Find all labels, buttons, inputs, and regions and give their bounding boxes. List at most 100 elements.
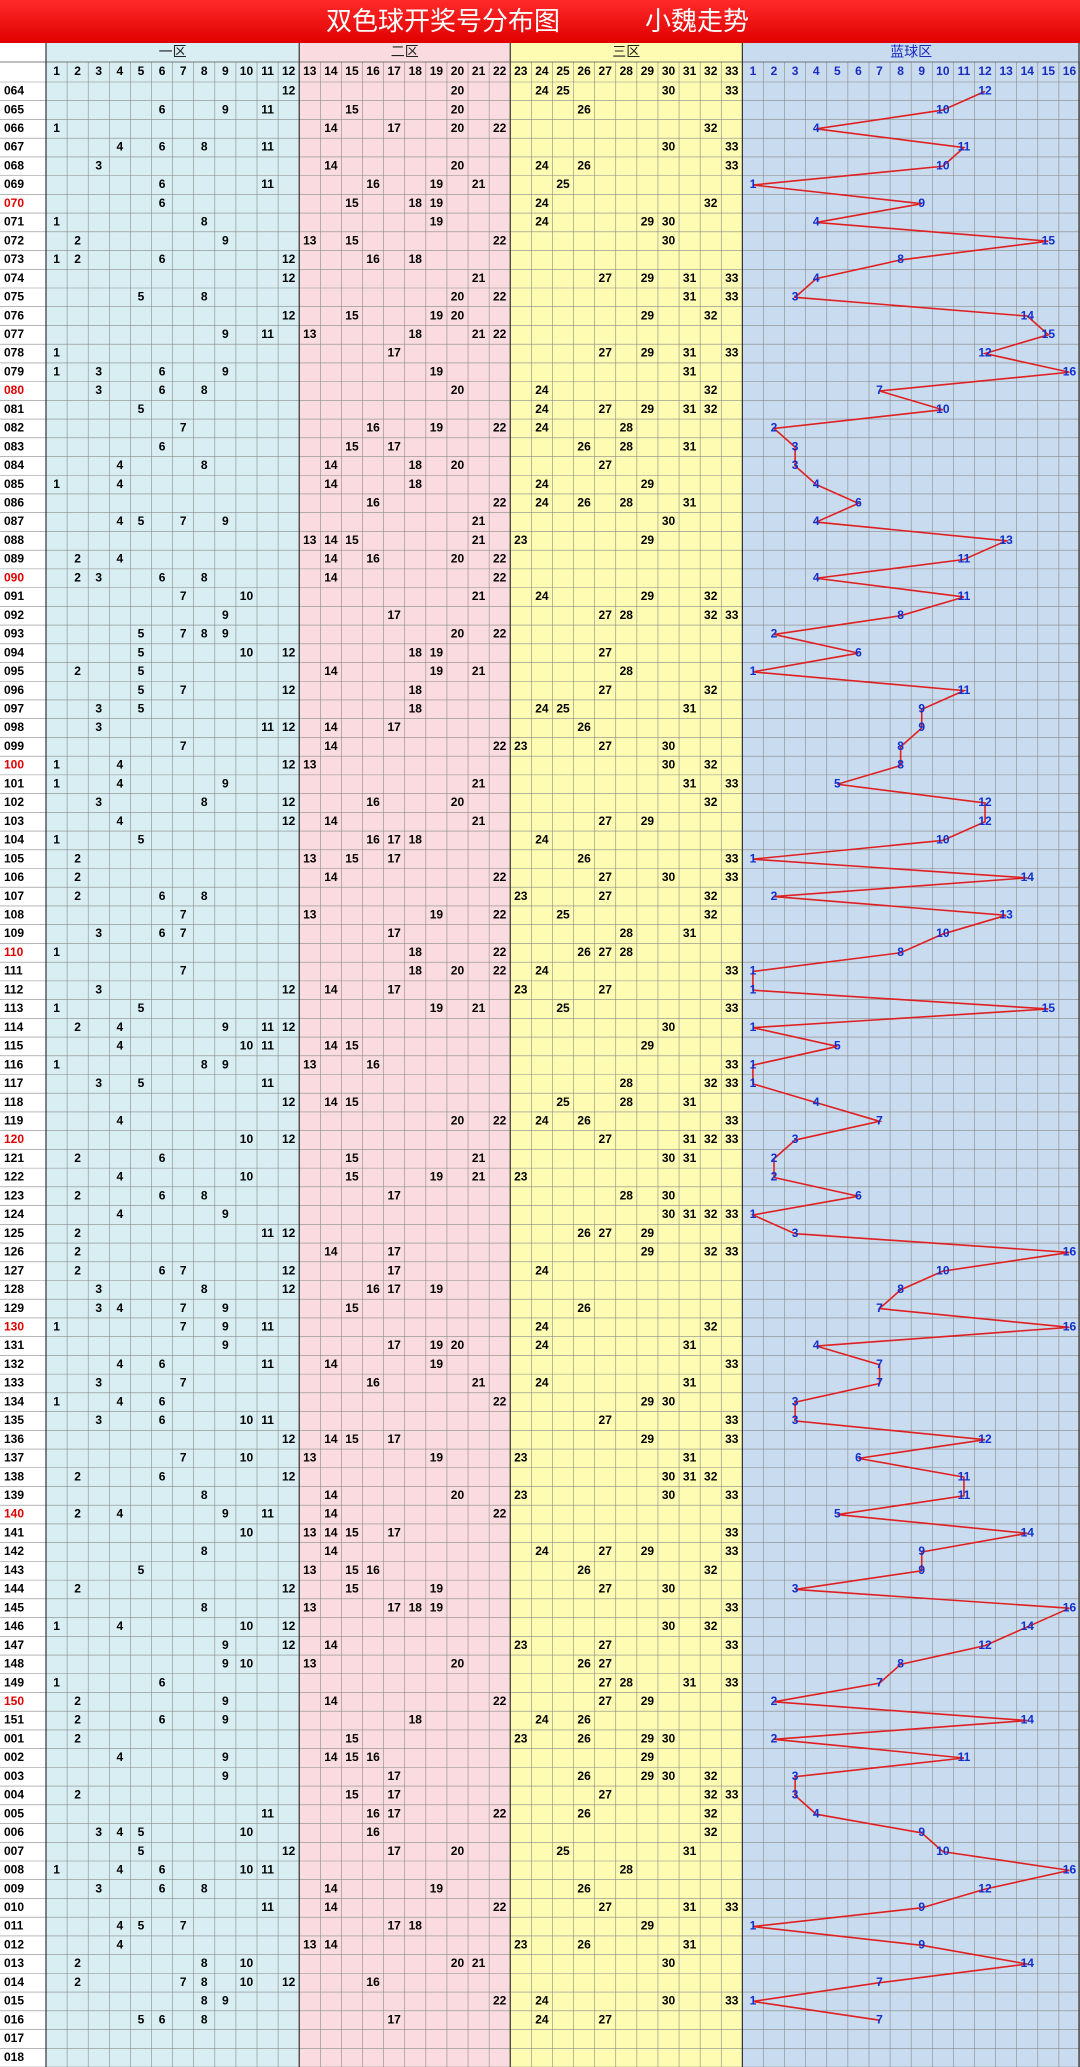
red-ball: 8 <box>201 795 208 809</box>
red-ball: 22 <box>493 1113 507 1127</box>
red-ball: 31 <box>683 926 697 940</box>
column-number: 12 <box>282 64 296 78</box>
red-ball: 12 <box>282 683 296 697</box>
red-ball: 25 <box>556 702 570 716</box>
period: 073 <box>4 252 24 266</box>
red-ball: 16 <box>366 252 380 266</box>
zone-label: 一区 <box>159 44 187 60</box>
red-ball: 19 <box>430 1600 444 1614</box>
red-ball: 26 <box>577 158 591 172</box>
red-ball: 26 <box>577 945 591 959</box>
red-ball: 14 <box>324 1039 338 1053</box>
red-ball: 25 <box>556 1001 570 1015</box>
red-ball: 11 <box>261 1319 274 1333</box>
red-ball: 14 <box>324 720 338 734</box>
red-ball: 32 <box>704 1788 718 1802</box>
period: 006 <box>4 1825 24 1839</box>
red-ball: 26 <box>577 1881 591 1895</box>
red-ball: 19 <box>430 215 444 229</box>
blue-ball: 10 <box>936 158 950 172</box>
red-ball: 2 <box>74 1226 81 1240</box>
red-ball: 14 <box>324 1750 338 1764</box>
red-ball: 19 <box>430 1170 444 1184</box>
blue-ball: 15 <box>1042 233 1056 247</box>
red-ball: 12 <box>282 271 296 285</box>
column-number: 14 <box>324 64 338 78</box>
red-ball: 5 <box>138 1919 145 1933</box>
red-ball: 20 <box>451 458 465 472</box>
red-ball: 32 <box>704 1207 718 1221</box>
column-number: 20 <box>451 64 465 78</box>
red-ball: 19 <box>430 421 444 435</box>
red-ball: 20 <box>451 383 465 397</box>
column-number: 14 <box>1021 64 1035 78</box>
red-ball: 17 <box>388 2012 402 2026</box>
red-ball: 6 <box>159 2012 166 2026</box>
red-ball: 14 <box>324 1525 338 1539</box>
red-ball: 21 <box>472 776 486 790</box>
period: 074 <box>4 271 24 285</box>
red-ball: 31 <box>683 1132 697 1146</box>
red-ball: 30 <box>662 140 676 154</box>
period: 083 <box>4 439 24 453</box>
period: 118 <box>4 1095 24 1109</box>
period: 075 <box>4 290 24 304</box>
red-ball: 32 <box>704 1619 718 1633</box>
red-ball: 33 <box>725 1076 739 1090</box>
period: 088 <box>4 533 24 547</box>
period: 129 <box>4 1301 24 1315</box>
red-ball: 28 <box>620 421 634 435</box>
period: 001 <box>4 1731 24 1745</box>
red-ball: 22 <box>493 1806 507 1820</box>
red-ball: 29 <box>641 402 655 416</box>
column-number: 5 <box>834 64 841 78</box>
period: 077 <box>4 327 24 341</box>
red-ball: 21 <box>472 1376 486 1390</box>
period: 143 <box>4 1563 24 1577</box>
blue-ball: 1 <box>750 664 757 678</box>
red-ball: 7 <box>180 514 187 528</box>
blue-ball: 12 <box>978 1432 992 1446</box>
red-ball: 30 <box>662 1151 676 1165</box>
red-ball: 14 <box>324 1488 338 1502</box>
red-ball: 3 <box>95 720 102 734</box>
red-ball: 20 <box>451 290 465 304</box>
red-ball: 28 <box>620 1188 634 1202</box>
red-ball: 22 <box>493 496 507 510</box>
red-ball: 16 <box>366 795 380 809</box>
red-ball: 14 <box>324 1432 338 1446</box>
red-ball: 19 <box>430 1338 444 1352</box>
period: 140 <box>4 1507 24 1521</box>
red-ball: 29 <box>641 533 655 547</box>
red-ball: 15 <box>345 1432 359 1446</box>
red-ball: 24 <box>535 1544 549 1558</box>
red-ball: 11 <box>261 1357 274 1371</box>
blue-ball: 9 <box>918 1825 925 1839</box>
red-ball: 21 <box>472 664 486 678</box>
red-ball: 30 <box>662 758 676 772</box>
red-ball: 8 <box>201 1994 208 2008</box>
column-number: 19 <box>430 64 444 78</box>
red-ball: 1 <box>53 121 60 135</box>
red-ball: 9 <box>222 1057 229 1071</box>
red-ball: 22 <box>493 327 507 341</box>
red-ball: 17 <box>388 1282 402 1296</box>
red-ball: 15 <box>345 233 359 247</box>
red-ball: 33 <box>725 1488 739 1502</box>
red-ball: 33 <box>725 776 739 790</box>
red-ball: 11 <box>261 1863 274 1877</box>
red-ball: 2 <box>74 1788 81 1802</box>
red-ball: 18 <box>409 964 423 978</box>
red-ball: 4 <box>117 776 124 790</box>
red-ball: 29 <box>641 346 655 360</box>
red-ball: 23 <box>514 1170 528 1184</box>
title: 双色球开奖号分布图 <box>326 6 560 36</box>
red-ball: 14 <box>324 458 338 472</box>
red-ball: 31 <box>683 776 697 790</box>
red-ball: 10 <box>240 1825 254 1839</box>
red-ball: 14 <box>324 1245 338 1259</box>
blue-ball: 6 <box>855 1188 862 1202</box>
red-ball: 13 <box>303 1451 317 1465</box>
red-ball: 13 <box>303 1057 317 1071</box>
red-ball: 10 <box>240 1039 254 1053</box>
